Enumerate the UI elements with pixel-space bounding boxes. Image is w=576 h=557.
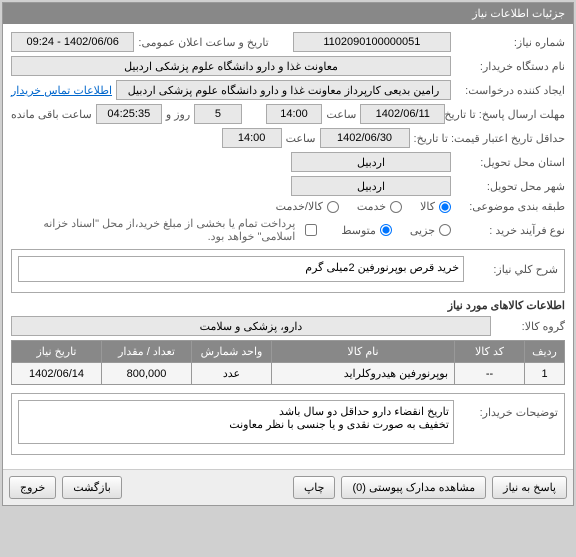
row-need-no: شماره نیاز: 1102090100000051 تاریخ و ساع… bbox=[11, 32, 565, 52]
reply-button[interactable]: پاسخ به نیاز bbox=[492, 476, 567, 499]
requester-label: ایجاد کننده درخواست: bbox=[455, 84, 565, 97]
row-credit: حداقل تاریخ اعتبار قیمت: تا تاریخ: 1402/… bbox=[11, 128, 565, 148]
credit-label: حداقل تاریخ اعتبار قیمت: تا تاریخ: bbox=[414, 132, 565, 145]
small-radio[interactable] bbox=[439, 224, 451, 236]
form: شماره نیاز: 1102090100000051 تاریخ و ساع… bbox=[3, 24, 573, 469]
city-field: اردبیل bbox=[291, 152, 451, 172]
category-label: طبقه بندی موضوعی: bbox=[455, 200, 565, 213]
service-radio[interactable] bbox=[390, 201, 402, 213]
th-row: ردیف bbox=[525, 341, 565, 363]
summary-text: خرید قرص بوپرنورفین 2میلی گرم bbox=[18, 256, 464, 282]
credit-date-field: 1402/06/30 bbox=[320, 128, 410, 148]
buyer-notes-label: توضیحات خریدار: bbox=[458, 400, 558, 419]
deadline-label: مهلت ارسال پاسخ: تا تاریخ: bbox=[449, 108, 565, 121]
need-no-field: 1102090100000051 bbox=[293, 32, 451, 52]
time-label-1: ساعت bbox=[326, 108, 356, 121]
credit-time-field: 14:00 bbox=[222, 128, 282, 148]
summary-fieldset: شرح کلي نیاز: خرید قرص بوپرنورفین 2میلی … bbox=[11, 249, 565, 293]
service-label: خدمت bbox=[357, 200, 386, 213]
td-unit: عدد bbox=[192, 363, 272, 385]
th-code: کد کالا bbox=[455, 341, 525, 363]
announce-label: تاریخ و ساعت اعلان عمومی: bbox=[138, 36, 268, 49]
row-deadline: مهلت ارسال پاسخ: تا تاریخ: 1402/06/11 سا… bbox=[11, 104, 565, 124]
small-label: جزیی bbox=[410, 224, 435, 237]
row-summary: شرح کلي نیاز: خرید قرص بوپرنورفین 2میلی … bbox=[18, 256, 558, 282]
pay-note: پرداخت تمام یا بخشی از مبلغ خرید،از محل … bbox=[11, 217, 295, 243]
th-qty: تعداد / مقدار bbox=[102, 341, 192, 363]
td-row: 1 bbox=[525, 363, 565, 385]
td-date: 1402/06/14 bbox=[12, 363, 102, 385]
row-buyer: نام دستگاه خریدار: معاونت غذا و دارو دان… bbox=[11, 56, 565, 76]
row-category: طبقه بندی موضوعی: کالا خدمت کالا/خدمت bbox=[11, 200, 565, 213]
contact-link[interactable]: اطلاعات تماس خریدار bbox=[11, 84, 112, 97]
summary-label: شرح کلي نیاز: bbox=[468, 263, 558, 276]
process-label: نوع فرآیند خرید : bbox=[455, 224, 565, 237]
row-buyer-notes: توضیحات خریدار: تاریخ انقضاء دارو حداقل … bbox=[18, 400, 558, 444]
titlebar: جزئیات اطلاعات نیاز bbox=[3, 3, 573, 24]
group-label: گروه کالا: bbox=[495, 320, 565, 333]
row-requester: ایجاد کننده درخواست: رامین بدیعی کارپردا… bbox=[11, 80, 565, 100]
time-label-2: ساعت bbox=[286, 132, 316, 145]
goods-radio[interactable] bbox=[439, 201, 451, 213]
group-field: دارو، پزشکی و سلامت bbox=[11, 316, 491, 336]
items-section-label: اطلاعات کالاهای مورد نیاز bbox=[11, 299, 565, 312]
requester-field: رامین بدیعی کارپرداز معاونت غذا و دارو د… bbox=[116, 80, 451, 100]
deadline-time-field: 14:00 bbox=[266, 104, 323, 124]
attach-button[interactable]: مشاهده مدارک پیوستی (0) bbox=[341, 476, 486, 499]
window: جزئیات اطلاعات نیاز شماره نیاز: 11020901… bbox=[2, 2, 574, 506]
buyer-field: معاونت غذا و دارو دانشگاه علوم پزشکی ارد… bbox=[11, 56, 451, 76]
back-button[interactable]: بازگشت bbox=[62, 476, 122, 499]
th-name: نام کالا bbox=[272, 341, 455, 363]
items-table: ردیف کد کالا نام کالا واحد شمارش تعداد /… bbox=[11, 340, 565, 385]
remain-days-field: 5 bbox=[194, 104, 241, 124]
both-radio[interactable] bbox=[327, 201, 339, 213]
goods-label: کالا bbox=[420, 200, 435, 213]
table-header-row: ردیف کد کالا نام کالا واحد شمارش تعداد /… bbox=[12, 341, 565, 363]
buyer-notes-text: تاریخ انقضاء دارو حداقل دو سال باشد تخفی… bbox=[18, 400, 454, 444]
deadline-date-field: 1402/06/11 bbox=[360, 104, 445, 124]
th-unit: واحد شمارش bbox=[192, 341, 272, 363]
exit-button[interactable]: خروج bbox=[9, 476, 56, 499]
remain-time-field: 04:25:35 bbox=[96, 104, 162, 124]
city-label: استان محل تحویل: bbox=[455, 156, 565, 169]
row-city2: شهر محل تحویل: اردبیل bbox=[11, 176, 565, 196]
medium-radio[interactable] bbox=[380, 224, 392, 236]
buyer-label: نام دستگاه خریدار: bbox=[455, 60, 565, 73]
need-no-label: شماره نیاز: bbox=[455, 36, 565, 49]
th-date: تاریخ نیاز bbox=[12, 341, 102, 363]
td-qty: 800,000 bbox=[102, 363, 192, 385]
treasury-checkbox[interactable] bbox=[305, 224, 317, 236]
table-row[interactable]: 1 -- بوپرنورفین هیدروکلراید عدد 800,000 … bbox=[12, 363, 565, 385]
both-label: کالا/خدمت bbox=[276, 200, 323, 213]
remain-label: ساعت باقی مانده bbox=[11, 108, 92, 121]
medium-label: متوسط bbox=[341, 224, 376, 237]
print-button[interactable]: چاپ bbox=[293, 476, 336, 499]
td-name: بوپرنورفین هیدروکلراید bbox=[272, 363, 455, 385]
td-code: -- bbox=[455, 363, 525, 385]
city2-label: شهر محل تحویل: bbox=[455, 180, 565, 193]
row-city: استان محل تحویل: اردبیل bbox=[11, 152, 565, 172]
announce-field: 1402/06/06 - 09:24 bbox=[11, 32, 134, 52]
city2-field: اردبیل bbox=[291, 176, 451, 196]
footer: پاسخ به نیاز مشاهده مدارک پیوستی (0) چاپ… bbox=[3, 469, 573, 505]
and-label: روز و bbox=[166, 108, 190, 121]
row-group: گروه کالا: دارو، پزشکی و سلامت bbox=[11, 316, 565, 336]
row-process: نوع فرآیند خرید : جزیی متوسط پرداخت تمام… bbox=[11, 217, 565, 243]
buyer-notes-fieldset: توضیحات خریدار: تاریخ انقضاء دارو حداقل … bbox=[11, 393, 565, 455]
